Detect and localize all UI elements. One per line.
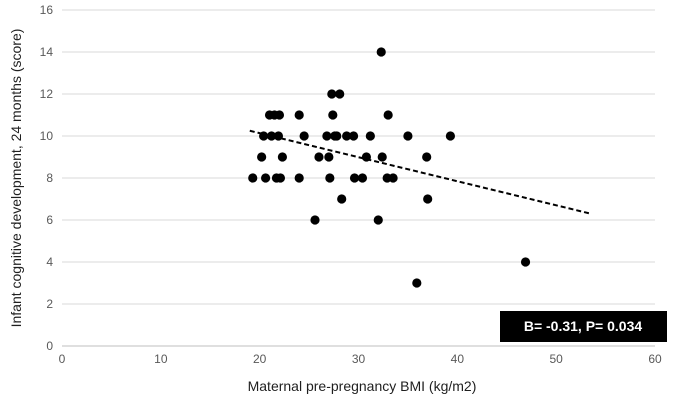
y-tick-label: 2 [46,297,53,311]
data-point [332,131,342,141]
x-tick-label: 20 [253,352,267,366]
x-tick-label: 40 [451,352,465,366]
data-point [365,131,375,141]
y-tick-label: 16 [40,3,54,17]
data-point [277,152,287,162]
data-point [322,131,332,141]
data-point [373,215,383,225]
x-axis-title: Maternal pre-pregnancy BMI (kg/m2) [248,378,477,394]
data-point [376,47,386,57]
stats-annotation: B= -0.31, P= 0.034 [500,311,667,342]
data-point [412,278,422,288]
data-point [361,152,372,162]
x-tick-label: 30 [352,352,366,366]
annotation-box [500,311,667,342]
data-point [275,173,286,183]
data-point [349,173,360,183]
data-point [274,110,285,120]
x-tick-label: 10 [154,352,168,366]
x-tick-label: 60 [648,352,662,366]
data-point [342,131,352,141]
data-points [248,47,531,288]
data-point [299,131,309,141]
data-point [314,152,324,162]
data-point [324,152,334,162]
x-tick-label: 0 [59,352,66,366]
y-tick-label: 10 [40,129,54,143]
data-point [445,131,456,141]
y-axis-title: Infant cognitive development, 24 months … [8,29,24,328]
x-tick-labels: 0 10 20 30 40 50 60 [59,352,662,366]
trend-line [249,129,591,215]
data-point [328,110,338,120]
y-tick-label: 4 [46,255,53,269]
data-point [266,131,277,141]
data-point [357,173,368,183]
data-point [520,257,531,267]
data-point [348,131,359,141]
annotation-text: B= -0.31, P= 0.034 [524,318,643,334]
data-point [423,194,433,204]
x-tick-label: 50 [549,352,563,366]
data-point [310,215,320,225]
data-point [294,110,304,120]
data-point [259,131,269,141]
data-point [248,173,258,183]
y-tick-labels: 0 2 4 6 8 10 12 14 16 [40,3,54,353]
data-point [403,131,413,141]
data-point [383,110,393,120]
y-tick-label: 14 [40,45,54,59]
data-point [422,152,432,162]
data-point [325,173,335,183]
data-point [294,173,304,183]
data-point [335,89,345,99]
y-tick-label: 6 [46,213,53,227]
y-tick-label: 12 [40,87,54,101]
data-point [257,152,267,162]
data-point [388,173,398,183]
y-tick-label: 0 [46,339,53,353]
data-point [337,194,347,204]
data-point [327,89,337,99]
data-point [273,131,284,141]
y-tick-label: 8 [46,171,53,185]
data-point [377,152,387,162]
data-point [260,173,271,183]
gridlines [62,9,655,305]
